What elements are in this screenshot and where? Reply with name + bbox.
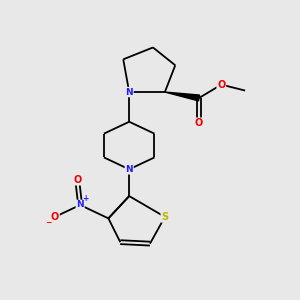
Text: O: O [73,175,81,185]
Text: N: N [125,88,133,97]
Text: N: N [125,165,133,174]
Text: O: O [51,212,59,222]
Text: S: S [161,212,168,222]
Polygon shape [165,92,200,101]
Text: O: O [217,80,226,90]
Text: +: + [82,194,88,203]
Text: O: O [195,118,203,128]
Text: −: − [45,218,52,227]
Text: N: N [76,200,84,209]
